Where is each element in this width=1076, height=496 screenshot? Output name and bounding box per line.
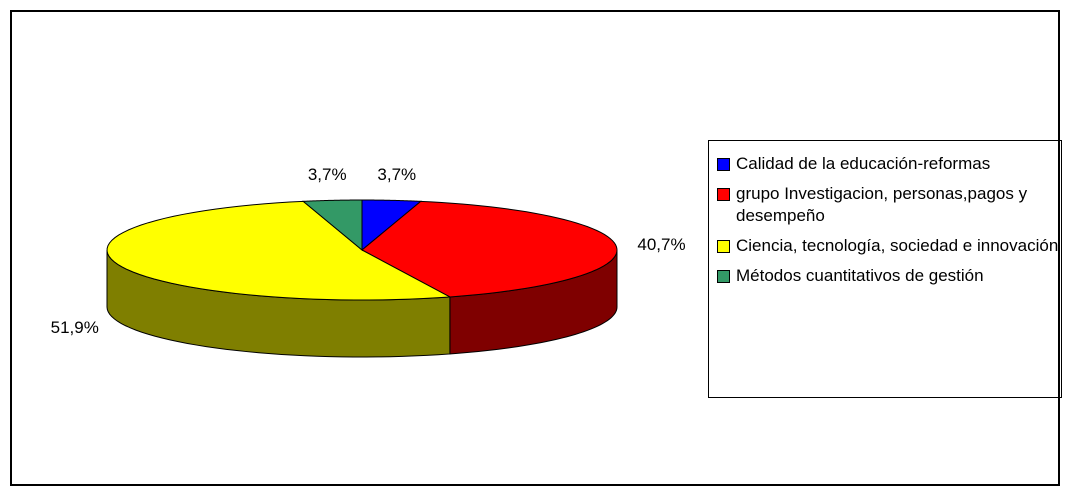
legend-swatch [717,188,730,201]
legend-label: Ciencia, tecnología, sociedad e innovaci… [736,236,1059,255]
legend-item: grupo Investigacion, personas,pagos y de… [717,183,1061,227]
legend-swatch [717,270,730,283]
pie-slice [361,200,618,298]
data-label: 40,7% [637,235,685,254]
legend-label: grupo Investigacion, personas,pagos y de… [736,184,1028,225]
legend-swatch [717,158,730,171]
data-label: 51,9% [51,318,99,337]
legend-item: Métodos cuantitativos de gestión [717,265,1061,287]
legend-label: Calidad de la educación-reformas [736,154,991,173]
chart-frame [10,10,1060,486]
legend-label: Métodos cuantitativos de gestión [736,266,984,285]
legend-swatch [717,240,730,253]
pie-slice [106,200,452,301]
data-label: 3,7% [377,165,416,184]
legend-item: Ciencia, tecnología, sociedad e innovaci… [717,235,1061,257]
pie-slice [301,199,363,252]
data-label: 3,7% [308,165,347,184]
legend-item: Calidad de la educación-reformas [717,153,1061,175]
legend: Calidad de la educación-reformas grupo In… [708,140,1062,398]
